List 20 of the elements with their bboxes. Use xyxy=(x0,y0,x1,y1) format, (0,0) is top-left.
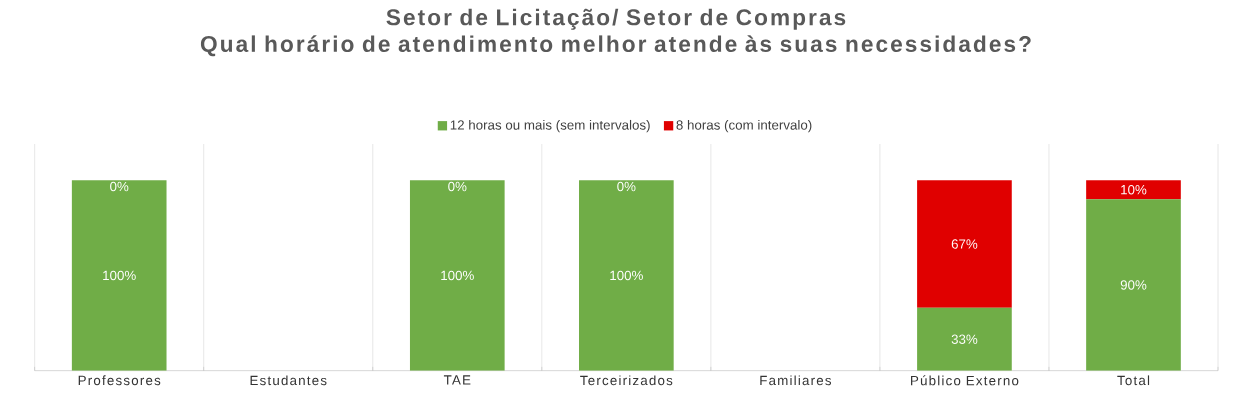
x-tick-label: Terceirizados xyxy=(580,375,673,386)
x-tick-label: Professores xyxy=(78,375,161,386)
data-label: 100% xyxy=(103,270,136,281)
x-tick-label: Total xyxy=(1117,375,1150,386)
data-label: 0% xyxy=(617,181,636,192)
chart-title: Setor de Licitação/ Setor de Compras Qual horário de atendimento melhor atende às suas necessidades? xyxy=(200,8,1031,57)
x-tick-label: Familiares xyxy=(760,375,832,386)
data-label: 67% xyxy=(951,239,978,249)
data-label: 10% xyxy=(1121,185,1147,195)
data-label: 90% xyxy=(1120,280,1147,290)
data-label: 33% xyxy=(951,334,978,344)
data-label: 0% xyxy=(448,181,467,192)
x-tick-label: TAE xyxy=(443,375,471,385)
data-label: 0% xyxy=(110,181,129,192)
data-label: 100% xyxy=(441,270,474,281)
x-tick-label: Estudantes xyxy=(250,375,327,386)
x-tick-label: Público Externo xyxy=(911,375,1019,386)
legend-label: 8 horas (com intervalo) xyxy=(676,119,812,133)
legend-label: 12 horas ou mais (sem intervalos) xyxy=(450,119,650,133)
data-label: 100% xyxy=(610,270,643,281)
